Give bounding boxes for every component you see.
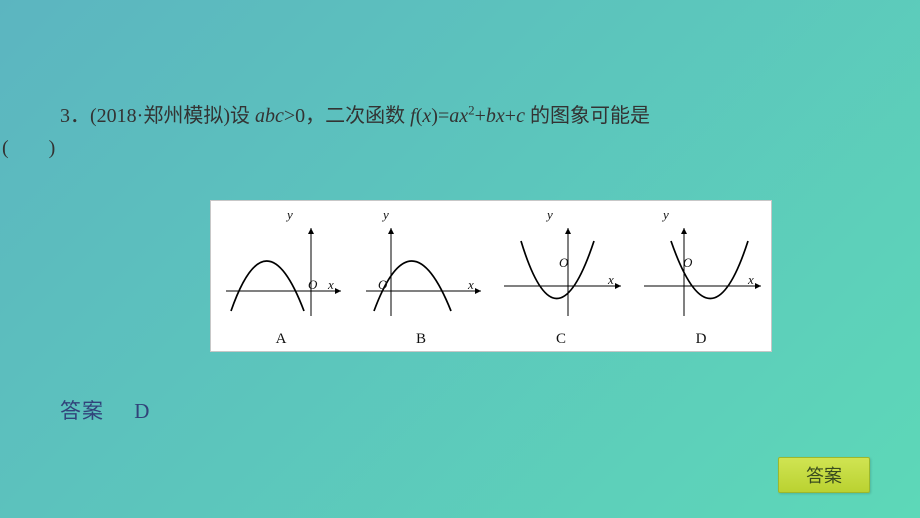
panel-b: y x O B [351, 201, 491, 351]
panel-c-svg [496, 216, 626, 336]
answer-button-label: 答案 [806, 462, 842, 488]
axis-x-label: x [608, 272, 614, 288]
panel-d: y x O D [631, 201, 771, 351]
panel-c: y x O C [491, 201, 631, 351]
question-number: 3． [60, 105, 90, 127]
axis-x-label: x [748, 272, 754, 288]
panel-d-svg [636, 216, 766, 336]
question-source: (2018·郑州模拟) [90, 105, 230, 127]
axis-y-label: y [663, 207, 669, 223]
origin-label: O [308, 277, 317, 293]
panel-a: y x O A [211, 201, 351, 351]
panel-b-label: B [351, 331, 491, 348]
origin-label: O [559, 255, 568, 271]
answer-label: 答案 [60, 399, 104, 423]
answer-block: 答案 D [60, 395, 149, 425]
question-line1: 3．(2018·郑州模拟)设 abc>0，二次函数 f(x)=ax2+bx+c … [0, 100, 920, 132]
question-block: 3．(2018·郑州模拟)设 abc>0，二次函数 f(x)=ax2+bx+c … [0, 100, 920, 164]
axis-x-label: x [468, 277, 474, 293]
panel-c-label: C [491, 331, 631, 348]
figure-container: y x O A y x O B y x O C [210, 200, 772, 352]
answer-button[interactable]: 答案 [778, 457, 870, 493]
axis-y-label: y [547, 207, 553, 223]
panel-a-label: A [211, 331, 351, 348]
origin-label: O [683, 255, 692, 271]
origin-label: O [378, 277, 387, 293]
axis-x-label: x [328, 277, 334, 293]
panel-a-svg [216, 216, 346, 336]
cond-abc: abc [255, 105, 284, 127]
axis-y-label: y [383, 207, 389, 223]
axis-y-label: y [287, 207, 293, 223]
panel-b-svg [356, 216, 486, 336]
question-line2: ( ) [0, 132, 920, 164]
panel-d-label: D [631, 331, 771, 348]
answer-value: D [134, 399, 149, 423]
